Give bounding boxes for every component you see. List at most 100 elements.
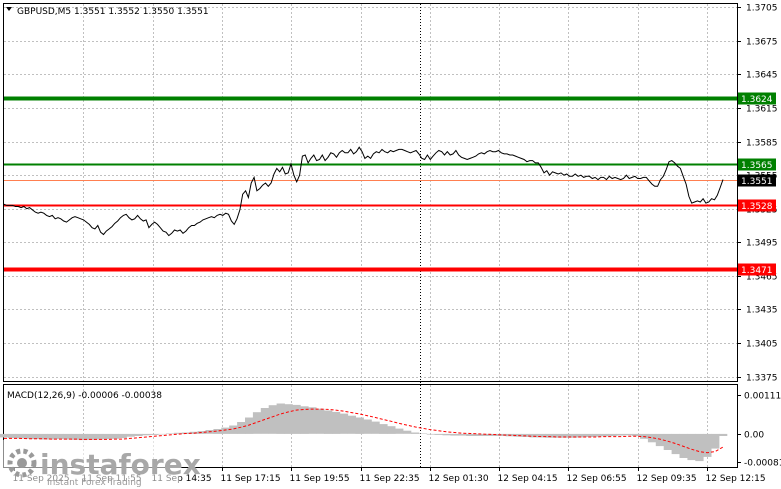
macd-bar	[347, 415, 356, 434]
time-tick-label: 12 Sep 01:30	[429, 474, 489, 484]
macd-bar	[655, 433, 665, 447]
price-tick-label: 1.3465	[746, 273, 778, 283]
level-tag	[738, 92, 776, 105]
logo-tagline: Instant Forex Trading	[47, 478, 142, 488]
macd-bar	[142, 433, 151, 436]
macd-bar	[268, 405, 277, 434]
macd-bar	[47, 433, 56, 440]
macd-bar	[276, 403, 285, 434]
price-axis: 1.37051.36751.36451.36151.35851.35551.35…	[737, 4, 778, 384]
macd-bar	[63, 433, 72, 440]
price-tick-label: 1.3405	[746, 340, 778, 350]
time-tick-label: 11 Sep 14:35	[152, 474, 212, 484]
price-tick-label: 1.3615	[746, 105, 778, 115]
macd-panel-frame	[3, 384, 738, 468]
macd-bar	[537, 433, 546, 438]
price-panel-frame	[3, 3, 738, 382]
macd-bar	[363, 419, 372, 434]
level-tag	[738, 158, 776, 171]
time-tick-label: 11 Sep 19:55	[290, 474, 350, 484]
time-tick-label: 11 Sep 22:35	[360, 474, 420, 484]
macd-bar	[339, 413, 349, 434]
time-tick-label: 12 Sep 09:35	[637, 474, 697, 484]
macd-bar	[260, 408, 270, 434]
price-tick-label: 1.3675	[746, 38, 778, 48]
level-tag-label: 1.3528	[741, 202, 773, 212]
macd-bar	[624, 433, 633, 436]
instaforex-logo: instaforex Instant Forex Trading	[3, 440, 201, 489]
level-lines	[4, 96, 737, 272]
level-tag-label: 1.3471	[741, 266, 773, 276]
macd-bar	[166, 433, 175, 434]
macd-bar	[102, 433, 112, 440]
macd-bar	[647, 433, 657, 443]
macd-bar	[387, 426, 396, 434]
macd-bar	[379, 424, 388, 434]
macd-bar	[213, 429, 222, 434]
macd-histogram	[0, 403, 728, 462]
macd-bar	[687, 433, 696, 461]
macd-tick-label: 0.00111	[744, 392, 781, 402]
macd-bar	[300, 406, 309, 434]
macd-bar	[466, 433, 475, 436]
macd-bar	[410, 432, 420, 434]
macd-bar	[237, 422, 246, 434]
logo-text: instaforex	[40, 448, 201, 481]
macd-bar	[284, 404, 293, 434]
macd-bar	[331, 411, 341, 434]
macd-bar	[576, 433, 586, 438]
macd-bar	[252, 412, 262, 434]
macd-bar	[695, 433, 704, 462]
price-tick-label: 1.3375	[746, 374, 778, 384]
macd-bar	[545, 433, 554, 438]
level-tag	[738, 263, 776, 276]
macd-bar	[197, 431, 206, 434]
macd-bar	[711, 433, 720, 449]
level-tag-label: 1.3565	[741, 161, 773, 171]
macd-bar	[292, 404, 301, 434]
macd-bar	[418, 433, 428, 434]
macd-bar	[110, 433, 119, 439]
macd-bar	[31, 433, 40, 440]
macd-tick-label: -0.00081	[744, 459, 781, 469]
level-labels: 1.3624 1.3565 1.3551 1.3528 1.3471	[738, 92, 776, 276]
macd-bar	[403, 430, 412, 434]
macd-bar	[308, 407, 317, 434]
time-tick-label: 12 Sep 04:15	[498, 474, 558, 484]
time-tick-label: 12 Sep 12:15	[706, 474, 766, 484]
time-tick-label: 12 Sep 06:55	[567, 474, 627, 484]
macd-bar	[229, 425, 238, 434]
macd-bar	[0, 433, 9, 438]
macd-bar	[584, 433, 593, 437]
macd-bar	[173, 432, 183, 434]
macd-bar	[482, 433, 491, 436]
macd-grid	[83, 385, 708, 467]
macd-bar	[426, 433, 435, 435]
macd-bar	[616, 433, 625, 436]
macd-bar	[632, 433, 641, 436]
macd-bar	[87, 433, 96, 440]
price-tick-label: 1.3645	[746, 71, 778, 81]
macd-bar	[703, 433, 712, 457]
macd-bar	[245, 417, 254, 434]
level-tag	[738, 174, 776, 187]
macd-bar	[158, 433, 167, 435]
chevron-down-icon[interactable]	[6, 7, 12, 11]
macd-bar	[568, 433, 578, 438]
macd-axis: 0.00111 0.00 -0.00081	[737, 392, 781, 469]
macd-bar	[71, 433, 80, 440]
level-tag	[738, 199, 776, 212]
macd-bar	[118, 433, 127, 439]
macd-bar	[79, 433, 88, 441]
macd-bar	[450, 433, 459, 436]
macd-bar	[55, 433, 64, 440]
price-tick-label: 1.3705	[746, 4, 778, 14]
price-tick-label: 1.3585	[746, 139, 778, 149]
macd-bar	[513, 433, 522, 437]
macd-tick-label: 0.00	[744, 431, 764, 441]
macd-bar	[434, 433, 443, 435]
level-tag-label: 1.3624	[741, 95, 773, 105]
macd-bar	[719, 433, 728, 436]
